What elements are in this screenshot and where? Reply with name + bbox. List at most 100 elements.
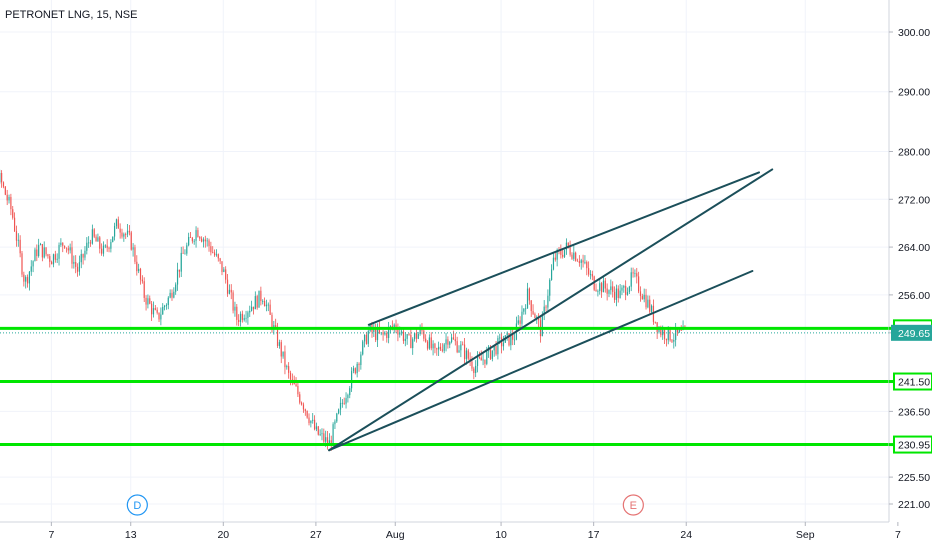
candle-body <box>532 311 533 314</box>
candle-body <box>86 243 87 251</box>
candle-body <box>97 237 98 241</box>
candle-body <box>182 253 183 254</box>
candle-body <box>466 350 467 359</box>
candle-body <box>681 330 682 331</box>
candle-body <box>358 364 359 365</box>
y-axis[interactable]: 300.00290.00280.00272.00264.00256.00250.… <box>889 0 932 550</box>
candle-body <box>549 280 550 296</box>
candle-body <box>227 280 228 294</box>
candle-body <box>253 307 254 309</box>
candle-body <box>162 307 163 315</box>
candle-body <box>8 197 9 200</box>
candle-body <box>671 340 672 341</box>
candle-body <box>105 246 106 247</box>
candle-body <box>279 342 280 346</box>
candle-body <box>499 338 500 339</box>
candle-body <box>73 262 74 264</box>
event-marker[interactable]: D <box>127 495 147 515</box>
y-axis-panel <box>889 0 932 550</box>
candle-body <box>492 350 493 358</box>
candle-body <box>547 296 548 308</box>
candle-body <box>25 277 26 282</box>
candle-body <box>138 269 139 271</box>
candle-body <box>679 330 680 332</box>
candle-body <box>270 305 271 315</box>
candle-body <box>255 296 256 309</box>
candle-body <box>101 249 102 254</box>
candles-layer <box>0 167 686 451</box>
candle-body <box>192 238 193 241</box>
candle-body <box>581 260 582 263</box>
candle-body <box>584 262 585 263</box>
candle-body <box>325 437 326 441</box>
candle-body <box>366 335 367 344</box>
candle-body <box>423 331 424 339</box>
candle-body <box>58 245 59 259</box>
candle-body <box>310 421 311 423</box>
candle-body <box>440 347 441 350</box>
candle-body <box>570 247 571 255</box>
candle-body <box>234 307 235 311</box>
candle-body <box>673 340 674 342</box>
candle-body <box>481 358 482 361</box>
candle-body <box>414 333 415 339</box>
candle-body <box>588 268 589 274</box>
candle-body <box>610 286 611 290</box>
candle-body <box>95 237 96 242</box>
candle-body <box>179 270 180 272</box>
candle-body <box>351 371 352 388</box>
candle-body <box>625 286 626 295</box>
candle-body <box>216 254 217 255</box>
candle-body <box>144 281 145 298</box>
y-tick-label: 241.50 <box>898 377 930 389</box>
candle-body <box>231 290 232 293</box>
candle-body <box>323 433 324 441</box>
candle-body <box>266 305 267 306</box>
candle-body <box>410 335 411 348</box>
candle-body <box>349 388 350 395</box>
candle-body <box>320 434 321 435</box>
candle-body <box>523 309 524 312</box>
candle-body <box>33 261 34 266</box>
candle-body <box>601 283 602 292</box>
channel-line[interactable] <box>329 271 752 450</box>
candle-body <box>308 418 309 423</box>
y-tick-label: 221.00 <box>898 499 930 511</box>
candle-body <box>314 420 315 429</box>
candle-body <box>651 306 652 312</box>
event-marker[interactable]: E <box>623 495 643 515</box>
y-tick-label: 300.00 <box>898 27 930 39</box>
candle-body <box>336 413 337 421</box>
candle-body <box>479 357 480 358</box>
candle-body <box>77 267 78 272</box>
candle-body <box>107 246 108 248</box>
y-tick-label: 230.95 <box>898 440 930 452</box>
candle-body <box>158 313 159 320</box>
x-tick-label: 20 <box>217 529 229 541</box>
x-tick-label: Sep <box>796 529 815 541</box>
candle-body <box>218 254 219 258</box>
candle-body <box>642 296 643 299</box>
candle-body <box>618 289 619 298</box>
candle-body <box>18 240 19 241</box>
candle-body <box>631 272 632 286</box>
candle-body <box>184 254 185 255</box>
candle-body <box>579 261 580 263</box>
y-tick-label: 272.00 <box>898 194 930 206</box>
x-axis-panel <box>0 522 932 550</box>
candle-body <box>458 350 459 352</box>
candle-body <box>203 239 204 241</box>
y-tick-label: 264.00 <box>898 242 930 254</box>
candle-body <box>599 283 600 291</box>
candle-body <box>382 332 383 334</box>
candle-body <box>364 335 365 342</box>
candle-body <box>284 351 285 367</box>
candle-body <box>3 182 4 186</box>
chart-title: PETRONET LNG, 15, NSE <box>5 9 137 21</box>
candle-body <box>542 315 543 336</box>
candle-body <box>318 426 319 434</box>
